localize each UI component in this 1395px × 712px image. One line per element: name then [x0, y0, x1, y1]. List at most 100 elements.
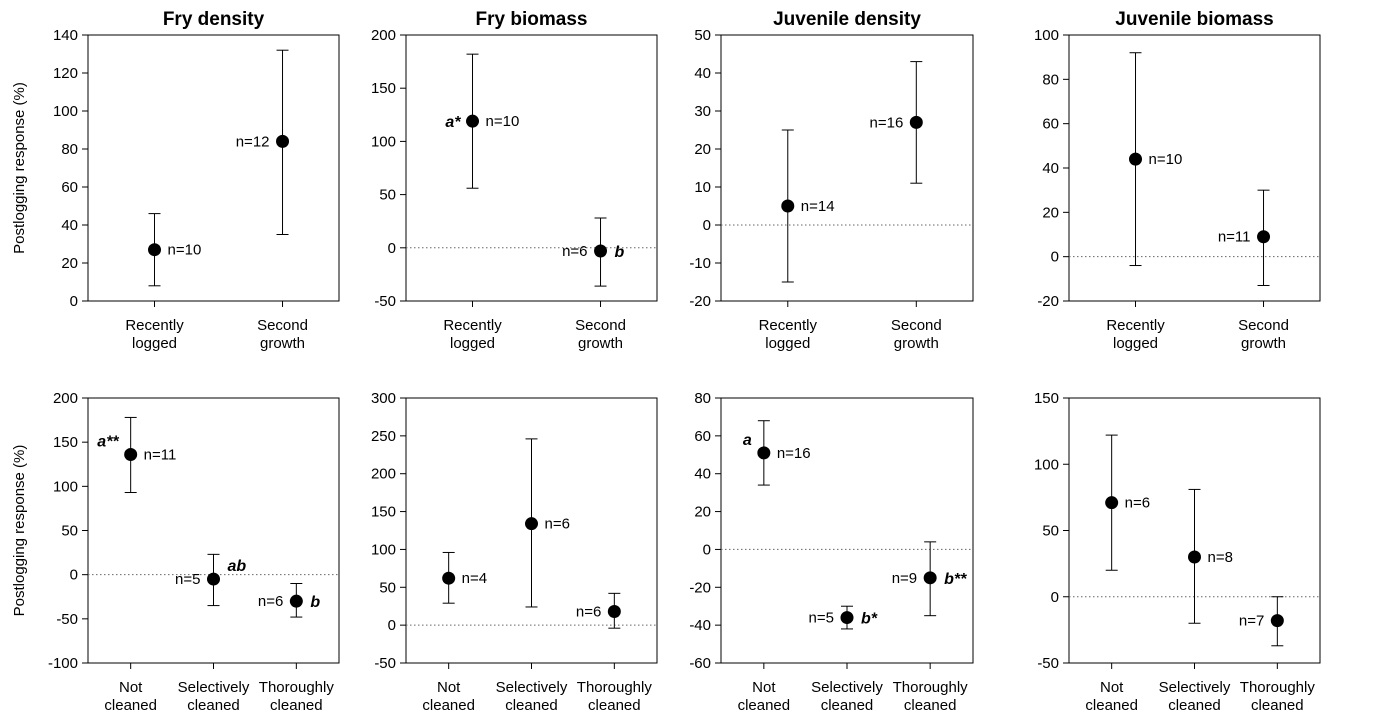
y-tick-label: 100: [371, 541, 396, 558]
sample-size-label: n=7: [1239, 613, 1264, 630]
y-tick-label: 100: [53, 478, 78, 495]
sample-size-label: n=9: [892, 570, 917, 587]
chart-panel: Fry biomass -50 0 50 100 150 200 Recentlylogged…: [371, 9, 658, 352]
x-tick-label: growth: [578, 335, 623, 352]
x-tick-label: Recently: [1106, 317, 1165, 334]
y-tick-label: 50: [379, 579, 396, 596]
y-tick-label: 40: [1042, 160, 1059, 177]
y-tick-label: 10: [694, 179, 711, 196]
data-point: [207, 572, 220, 586]
y-tick-label: -100: [48, 655, 78, 672]
sample-size-label: n=5: [175, 571, 200, 588]
y-tick-label: 0: [1051, 589, 1059, 606]
x-tick-label: cleaned: [904, 697, 957, 712]
significance-label: b**: [944, 571, 967, 588]
data-point: [840, 611, 854, 625]
y-tick-label: 60: [1042, 116, 1059, 133]
y-tick-label: 120: [53, 65, 78, 82]
y-tick-label: 150: [371, 80, 396, 97]
plot-frame: [1068, 34, 1321, 302]
chart-panel: -50050100150200250300NotcleanedSelective…: [371, 390, 658, 712]
chart-title: Fry density: [163, 9, 265, 30]
x-tick-label: cleaned: [104, 697, 157, 712]
sample-size-label: n=6: [258, 593, 283, 610]
y-tick-label: 200: [371, 27, 396, 44]
data-point: [594, 244, 608, 258]
data-point: [289, 594, 303, 608]
y-tick-label: 100: [53, 103, 78, 120]
sample-size-label: n=4: [462, 570, 487, 587]
chart-panel: Juvenile density -20 -10 0 10 20 30 40 50 Recentl…: [689, 9, 974, 352]
y-tick-label: -10: [689, 255, 711, 272]
x-tick-label: logged: [1113, 335, 1158, 352]
x-tick-label: cleaned: [1085, 697, 1138, 712]
y-tick-label: 30: [694, 103, 711, 120]
x-tick-label: Selectively: [178, 679, 250, 696]
x-tick-label: logged: [132, 335, 177, 352]
significance-label: a: [743, 432, 752, 449]
y-tick-label: 0: [703, 541, 711, 558]
y-tick-label: 40: [61, 217, 78, 234]
y-axis-label: Postlogging response (%): [11, 82, 28, 254]
significance-label: b: [615, 244, 625, 261]
plot-frame: [405, 34, 658, 302]
data-point: [1257, 230, 1271, 244]
x-tick-label: Selectively: [496, 679, 568, 696]
y-tick-label: 0: [70, 567, 78, 584]
significance-label: b: [310, 594, 320, 611]
chart-panel: -60-40-20020406080NotcleanedSelectivelyc…: [689, 390, 974, 712]
x-tick-label: Selectively: [811, 679, 883, 696]
data-point: [607, 605, 621, 619]
y-tick-label: 50: [694, 27, 711, 44]
y-tick-label: -60: [689, 655, 711, 672]
sample-size-label: n=12: [236, 133, 270, 150]
x-tick-label: cleaned: [588, 697, 641, 712]
x-tick-label: Thoroughly: [259, 679, 335, 696]
significance-label: b*: [861, 611, 878, 628]
y-tick-label: 80: [694, 390, 711, 407]
data-point: [1188, 550, 1201, 564]
x-tick-label: Not: [437, 679, 461, 696]
y-tick-label: -50: [56, 611, 78, 628]
plot-frame: [87, 397, 340, 664]
data-point: [525, 517, 538, 531]
y-tick-label: 0: [703, 217, 711, 234]
chart-panel: -50050100150NotcleanedSelectivelycleaned…: [1034, 390, 1321, 712]
x-tick-label: cleaned: [1251, 697, 1304, 712]
x-tick-label: cleaned: [270, 697, 323, 712]
significance-label: a*: [445, 114, 461, 131]
sample-size-label: n=8: [1208, 549, 1233, 566]
y-tick-label: 250: [371, 428, 396, 445]
y-tick-label: 80: [61, 141, 78, 158]
y-tick-label: 140: [53, 27, 78, 44]
y-tick-label: -50: [1037, 655, 1059, 672]
x-tick-label: cleaned: [738, 697, 791, 712]
y-tick-label: -50: [374, 293, 396, 310]
x-tick-label: Thoroughly: [893, 679, 969, 696]
x-tick-label: growth: [1241, 335, 1286, 352]
chart-title: Juvenile biomass: [1115, 9, 1273, 30]
y-tick-label: 40: [694, 466, 711, 483]
sample-size-label: n=16: [777, 445, 811, 462]
data-point: [757, 446, 771, 460]
sample-size-label: n=6: [562, 243, 587, 260]
x-tick-label: Selectively: [1159, 679, 1231, 696]
data-point: [1270, 614, 1284, 628]
data-point: [124, 448, 138, 462]
sample-size-label: n=16: [870, 114, 904, 131]
sample-size-label: n=6: [545, 516, 570, 533]
y-tick-label: 50: [1042, 523, 1059, 540]
x-tick-label: cleaned: [1168, 697, 1221, 712]
sample-size-label: n=11: [144, 447, 177, 464]
significance-label: a**: [97, 434, 119, 451]
data-point: [781, 199, 795, 213]
y-tick-label: -50: [374, 655, 396, 672]
chart-panel: Fry density Postlogging response (%) 0 20 40…: [11, 9, 340, 352]
x-tick-label: Not: [119, 679, 143, 696]
y-tick-label: 60: [61, 179, 78, 196]
y-tick-label: 50: [379, 187, 396, 204]
y-tick-label: 50: [61, 523, 78, 540]
x-tick-label: logged: [450, 335, 495, 352]
y-tick-label: 80: [1042, 71, 1059, 88]
sample-size-label: n=5: [809, 610, 834, 627]
